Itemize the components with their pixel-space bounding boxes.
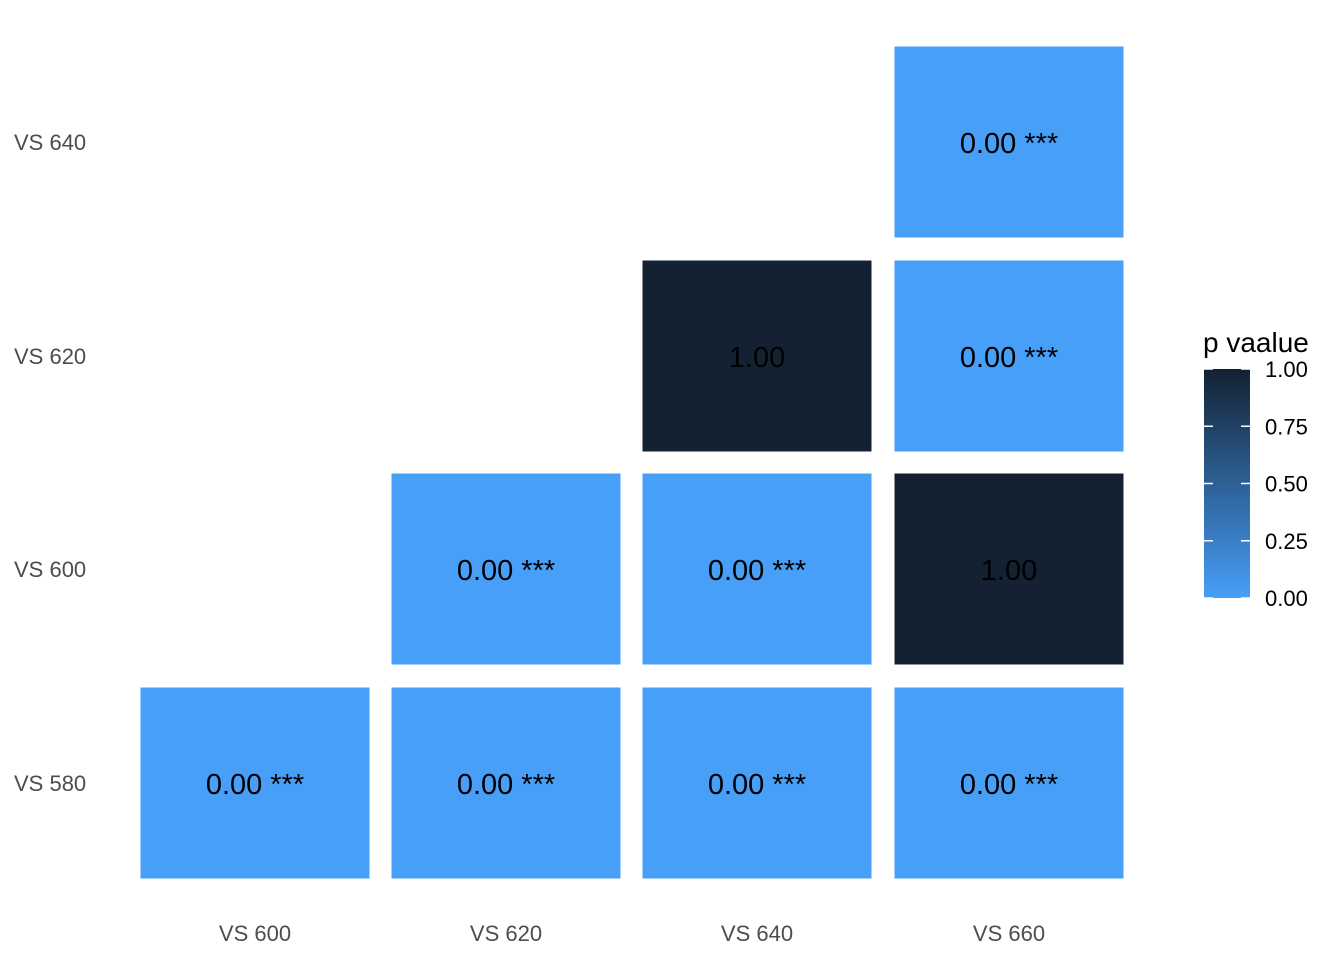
x-tick-label-vs-660: VS 660 bbox=[973, 921, 1045, 946]
color-legend: p vaalue 0.00 0.25 0.50 0.75 1.00 bbox=[1203, 327, 1309, 611]
legend-ticks: 0.00 0.25 0.50 0.75 1.00 bbox=[1204, 357, 1308, 611]
legend-tick: 0.25 bbox=[1204, 529, 1308, 554]
heatmap-cell-vs-660-vs-620: 0.00 *** bbox=[894, 260, 1124, 452]
legend-tick-label: 1.00 bbox=[1265, 357, 1308, 382]
heatmap-cell-rect bbox=[894, 473, 1124, 665]
heatmap-cells: 0.00 *** 0.00 *** 0.00 *** 0.00 *** 0.00 ***… bbox=[140, 46, 1124, 879]
y-tick-label-vs-600: VS 600 bbox=[14, 557, 86, 582]
heatmap-cell-rect bbox=[642, 473, 872, 665]
heatmap-cell-label: 0.00 *** bbox=[960, 128, 1058, 160]
heatmap-cell-label: 0.00 *** bbox=[960, 769, 1058, 801]
heatmap-cell-vs-600-vs-580: 0.00 *** bbox=[140, 687, 370, 879]
heatmap-cell-rect bbox=[894, 687, 1124, 879]
legend-tick: 0.75 bbox=[1204, 414, 1308, 439]
heatmap-cell-label: 1.00 bbox=[981, 555, 1037, 587]
heatmap-cell-label: 1.00 bbox=[729, 342, 785, 374]
x-tick-label-vs-620: VS 620 bbox=[470, 921, 542, 946]
heatmap-cell-rect bbox=[391, 687, 621, 879]
heatmap-cell-vs-620-vs-600: 0.00 *** bbox=[391, 473, 621, 665]
heatmap-cell-label: 0.00 *** bbox=[960, 342, 1058, 374]
legend-tick: 0.50 bbox=[1204, 472, 1308, 497]
y-axis-tick-labels: VS 580 VS 600 VS 620 VS 640 bbox=[14, 130, 86, 796]
heatmap-cell-vs-640-vs-600: 0.00 *** bbox=[642, 473, 872, 665]
heatmap-cell-label: 0.00 *** bbox=[708, 555, 806, 587]
heatmap-cell-label: 0.00 *** bbox=[457, 555, 555, 587]
heatmap-cell-label: 0.00 *** bbox=[708, 769, 806, 801]
heatmap-cell-vs-640-vs-580: 0.00 *** bbox=[642, 687, 872, 879]
heatmap-cell-vs-660-vs-600: 1.00 bbox=[894, 473, 1124, 665]
legend-tick: 0.00 bbox=[1204, 586, 1308, 611]
legend-tick: 1.00 bbox=[1204, 357, 1308, 382]
heatmap-cell-vs-620-vs-580: 0.00 *** bbox=[391, 687, 621, 879]
heatmap-cell-rect bbox=[894, 260, 1124, 452]
y-tick-label-vs-620: VS 620 bbox=[14, 344, 86, 369]
x-axis-tick-labels: VS 600 VS 620 VS 640 VS 660 bbox=[219, 921, 1045, 946]
legend-tick-label: 0.75 bbox=[1265, 414, 1308, 439]
heatmap-cell-rect bbox=[894, 46, 1124, 238]
heatmap-cell-rect bbox=[140, 687, 370, 879]
heatmap-cell-vs-640-vs-620: 1.00 bbox=[642, 260, 872, 452]
x-tick-label-vs-600: VS 600 bbox=[219, 921, 291, 946]
heatmap-cell-rect bbox=[391, 473, 621, 665]
heatmap-cell-vs-660-vs-580: 0.00 *** bbox=[894, 687, 1124, 879]
heatmap-cell-vs-660-vs-640: 0.00 *** bbox=[894, 46, 1124, 238]
y-tick-label-vs-640: VS 640 bbox=[14, 130, 86, 155]
legend-tick-label: 0.50 bbox=[1265, 472, 1308, 497]
heatmap-cell-rect bbox=[642, 260, 872, 452]
heatmap-cell-label: 0.00 *** bbox=[457, 769, 555, 801]
legend-title: p vaalue bbox=[1203, 327, 1309, 358]
x-tick-label-vs-640: VS 640 bbox=[721, 921, 793, 946]
legend-tick-label: 0.00 bbox=[1265, 586, 1308, 611]
legend-tick-label: 0.25 bbox=[1265, 529, 1308, 554]
heatmap-cell-rect bbox=[642, 687, 872, 879]
heatmap-cell-label: 0.00 *** bbox=[206, 769, 304, 801]
y-tick-label-vs-580: VS 580 bbox=[14, 771, 86, 796]
